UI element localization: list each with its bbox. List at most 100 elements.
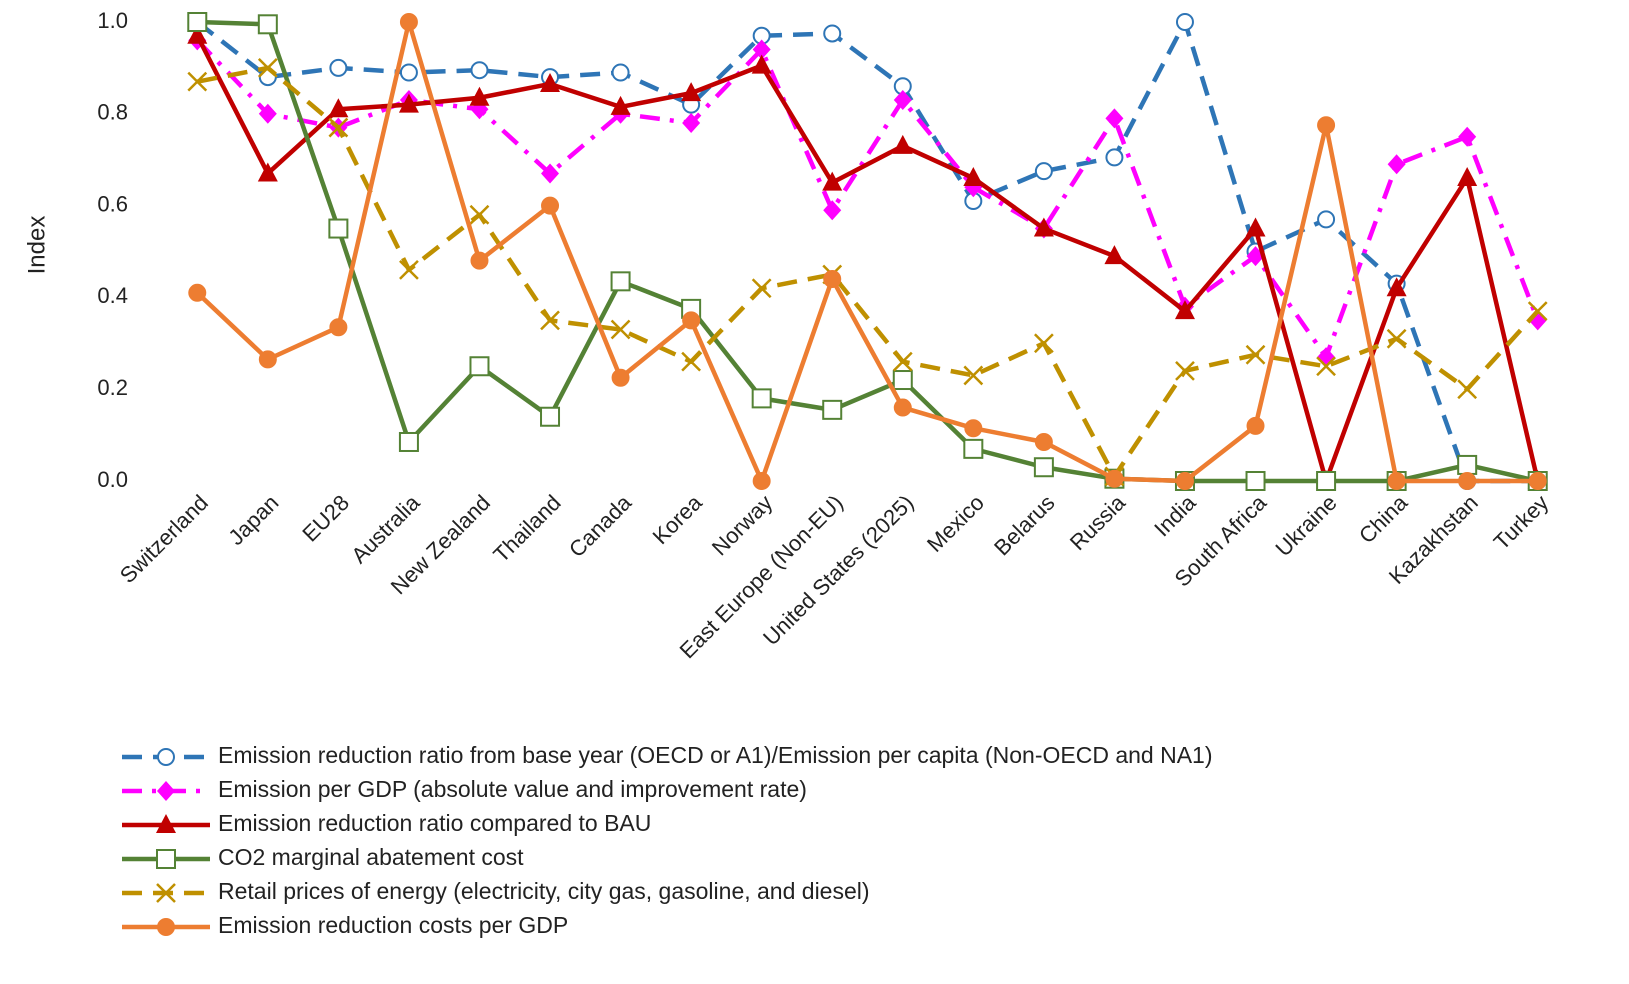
marker <box>682 311 701 330</box>
marker <box>893 90 912 111</box>
legend-item: CO2 marginal abatement cost <box>122 844 524 870</box>
marker <box>1458 126 1477 147</box>
marker <box>822 399 843 420</box>
y-tick-label: 0.6 <box>97 191 128 216</box>
x-tick-label: Japan <box>223 490 283 550</box>
marker <box>398 93 419 113</box>
marker <box>822 171 843 191</box>
marker <box>1245 217 1266 237</box>
marker <box>1033 457 1054 478</box>
series-line <box>195 38 1540 360</box>
marker <box>258 103 277 124</box>
marker <box>1246 416 1265 435</box>
marker <box>892 370 913 391</box>
marker <box>751 54 772 74</box>
marker <box>399 13 418 31</box>
marker <box>1457 454 1478 475</box>
legend-label: Emission reduction ratio compared to BAU <box>218 810 651 836</box>
legend-label: Emission per GDP (absolute value and imp… <box>218 776 807 802</box>
marker <box>1175 360 1195 381</box>
marker <box>1105 469 1124 488</box>
series-line <box>195 34 1540 484</box>
marker <box>187 24 208 44</box>
marker <box>469 86 490 106</box>
marker <box>328 117 349 138</box>
y-tick-label: 0.8 <box>97 100 128 125</box>
x-tick-label: India <box>1149 489 1201 541</box>
marker <box>1316 356 1336 377</box>
marker <box>1457 167 1478 187</box>
marker <box>258 350 277 369</box>
marker <box>1457 379 1478 400</box>
marker <box>610 319 631 340</box>
y-tick-label: 1.0 <box>97 8 128 33</box>
marker <box>469 204 490 225</box>
legend-label: Emission reduction ratio from base year … <box>218 742 1212 768</box>
series-line <box>195 19 1538 484</box>
legend-item: Retail prices of energy (electricity, ci… <box>122 878 870 904</box>
marker <box>469 356 490 377</box>
marker <box>751 388 772 409</box>
marker <box>1033 333 1054 354</box>
series-line <box>196 65 1540 479</box>
marker <box>611 63 630 82</box>
marker <box>156 883 176 903</box>
marker <box>470 61 489 80</box>
marker <box>963 167 984 187</box>
marker <box>752 39 771 60</box>
marker <box>1105 148 1124 167</box>
marker <box>964 419 983 438</box>
marker <box>893 398 912 417</box>
legend-item: Emission reduction ratio from base year … <box>122 742 1212 768</box>
x-tick-label: Mexico <box>922 490 989 557</box>
marker <box>1175 472 1194 490</box>
x-tick-label: Ukraine <box>1270 490 1341 561</box>
marker <box>470 251 489 270</box>
marker <box>1386 328 1407 349</box>
legend-item: Emission per GDP (absolute value and imp… <box>122 776 807 802</box>
x-tick-label: China <box>1354 489 1413 548</box>
marker <box>541 163 560 184</box>
marker <box>1034 162 1053 181</box>
marker <box>329 58 348 77</box>
marker <box>751 278 772 299</box>
marker <box>1245 344 1266 365</box>
x-tick-label: Russia <box>1065 489 1131 555</box>
marker <box>1174 300 1195 320</box>
marker <box>823 24 842 43</box>
y-tick-label: 0.4 <box>97 283 128 308</box>
legend-item: Emission reduction costs per GDP <box>122 912 568 938</box>
marker <box>823 270 842 289</box>
marker <box>752 472 771 490</box>
marker <box>1387 472 1406 490</box>
marker <box>681 351 702 372</box>
marker <box>1527 301 1548 322</box>
marker <box>328 98 349 118</box>
legend-label: Emission reduction costs per GDP <box>218 912 568 938</box>
y-tick-label: 0.0 <box>97 467 128 492</box>
marker <box>1316 471 1337 491</box>
x-tick-label: Korea <box>648 489 708 549</box>
marker <box>892 351 913 372</box>
marker <box>257 162 278 182</box>
marker <box>1104 245 1125 265</box>
marker <box>540 406 561 427</box>
marker <box>823 200 842 221</box>
marker <box>1034 432 1053 451</box>
series-line <box>197 19 1539 484</box>
marker <box>610 95 631 115</box>
x-tick-label: Switzerland <box>115 490 213 588</box>
marker <box>1387 154 1406 175</box>
y-axis-label: Index <box>23 216 50 275</box>
marker <box>398 431 419 452</box>
x-tick-label: Norway <box>707 490 777 560</box>
marker <box>399 259 419 280</box>
marker <box>1458 472 1477 490</box>
marker <box>892 134 913 154</box>
y-tick-label: 0.2 <box>97 375 128 400</box>
x-tick-label: Thailand <box>488 490 565 567</box>
marker <box>187 12 208 32</box>
legend-item: Emission reduction ratio compared to BAU <box>122 810 651 836</box>
marker <box>682 112 701 133</box>
